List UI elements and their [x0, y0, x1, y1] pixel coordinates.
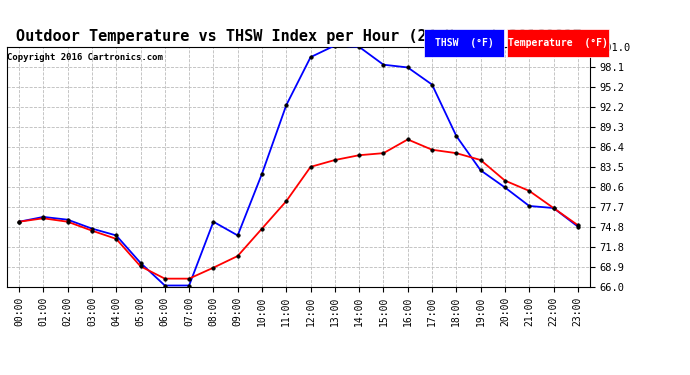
Text: Copyright 2016 Cartronics.com: Copyright 2016 Cartronics.com — [7, 53, 163, 62]
Title: Outdoor Temperature vs THSW Index per Hour (24 Hours) 20160817: Outdoor Temperature vs THSW Index per Ho… — [16, 29, 581, 44]
Text: Temperature  (°F): Temperature (°F) — [509, 38, 608, 48]
Text: THSW  (°F): THSW (°F) — [435, 38, 493, 48]
